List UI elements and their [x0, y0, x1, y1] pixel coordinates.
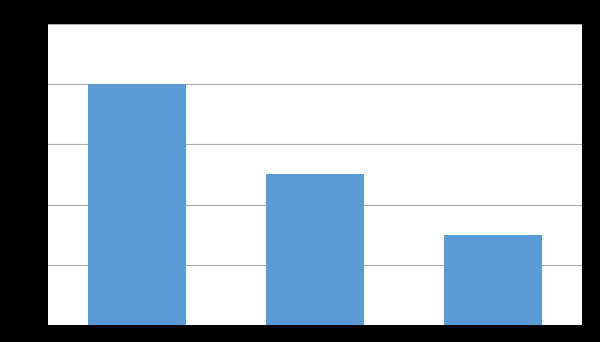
Bar: [88, 84, 186, 325]
Bar: [266, 174, 364, 325]
Bar: [444, 235, 542, 325]
